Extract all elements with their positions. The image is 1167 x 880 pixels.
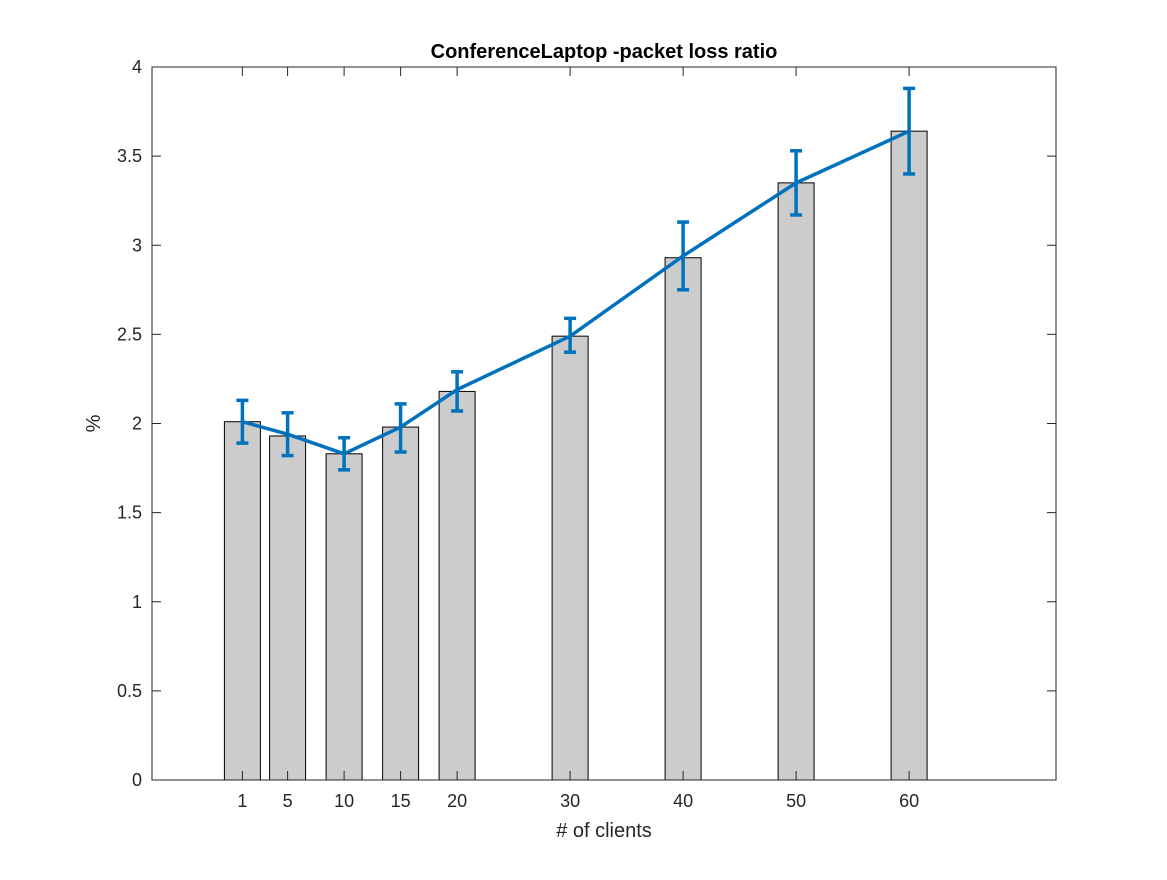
bar xyxy=(223,421,261,781)
line-layer xyxy=(236,86,916,472)
x-tick-label: 20 xyxy=(447,791,467,811)
bar xyxy=(890,130,928,781)
error-bar xyxy=(338,436,351,472)
bar xyxy=(382,426,420,781)
bar xyxy=(269,435,307,781)
x-tick-label: 50 xyxy=(786,791,806,811)
y-tick-label: 2 xyxy=(132,414,142,434)
x-tick-label: 5 xyxy=(283,791,293,811)
bar xyxy=(664,257,702,781)
bar xyxy=(438,390,476,781)
bar xyxy=(777,182,815,781)
error-bar xyxy=(564,316,577,354)
y-axis-label: % xyxy=(83,414,105,432)
error-bar xyxy=(394,402,407,454)
chart-title: ConferenceLaptop -packet loss ratio xyxy=(431,41,778,63)
y-tick-label: 3.5 xyxy=(117,146,142,166)
y-tick-label: 0.5 xyxy=(117,681,142,701)
x-tick-label: 40 xyxy=(673,791,693,811)
x-tick-label: 60 xyxy=(899,791,919,811)
x-tick-label: 30 xyxy=(560,791,580,811)
y-tick-label: 2.5 xyxy=(117,324,142,344)
ticks-layer: 00.511.522.533.541 5 10 15 20 30 40 50 60 xyxy=(117,57,1056,811)
error-bar xyxy=(677,220,690,292)
error-bar xyxy=(281,411,294,458)
error-bar xyxy=(451,370,464,413)
error-bar xyxy=(236,398,249,445)
y-tick-label: 0 xyxy=(132,770,142,790)
y-tick-label: 1.5 xyxy=(117,503,142,523)
bar xyxy=(325,453,363,781)
error-bar xyxy=(790,149,803,217)
y-tick-label: 3 xyxy=(132,235,142,255)
y-tick-label: 4 xyxy=(132,57,142,77)
x-tick-label: 15 xyxy=(391,791,411,811)
y-tick-label: 1 xyxy=(132,592,142,612)
x-tick-label: 1 xyxy=(237,791,247,811)
error-bar xyxy=(903,86,916,176)
x-axis-label: # of clients xyxy=(556,820,652,842)
x-tick-label: 10 xyxy=(334,791,354,811)
bar xyxy=(551,335,589,781)
